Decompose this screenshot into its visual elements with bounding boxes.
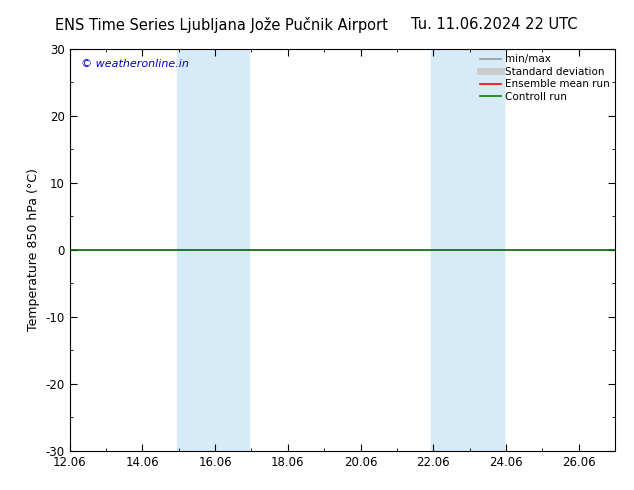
- Legend: min/max, Standard deviation, Ensemble mean run, Controll run: min/max, Standard deviation, Ensemble me…: [478, 52, 612, 104]
- Bar: [177, 49, 249, 451]
- Bar: [431, 49, 504, 451]
- Text: © weatheronline.in: © weatheronline.in: [81, 59, 188, 69]
- Y-axis label: Temperature 850 hPa (°C): Temperature 850 hPa (°C): [27, 169, 40, 331]
- Text: Tu. 11.06.2024 22 UTC: Tu. 11.06.2024 22 UTC: [411, 17, 578, 32]
- Text: ENS Time Series Ljubljana Jože Pučnik Airport: ENS Time Series Ljubljana Jože Pučnik Ai…: [55, 17, 389, 33]
